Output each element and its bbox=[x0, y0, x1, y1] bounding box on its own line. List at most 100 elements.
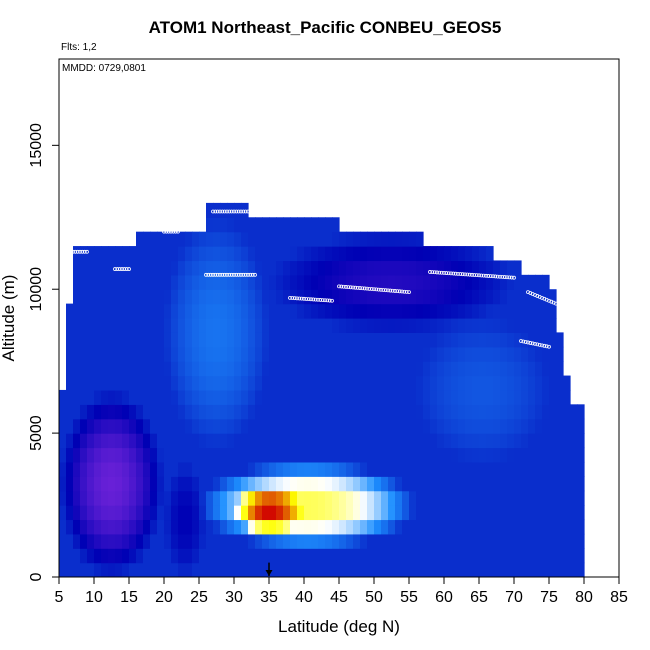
heatmap-cell bbox=[185, 418, 193, 434]
heatmap-cell bbox=[325, 375, 333, 391]
heatmap-cell bbox=[430, 303, 438, 319]
heatmap-cell bbox=[276, 332, 284, 348]
heatmap-cell bbox=[248, 361, 256, 377]
heatmap-cell bbox=[507, 505, 515, 521]
heatmap-cell bbox=[402, 260, 410, 276]
heatmap-cell bbox=[409, 461, 417, 477]
heatmap-cell bbox=[164, 447, 172, 463]
flight-track-point bbox=[229, 209, 234, 214]
heatmap-cell bbox=[157, 505, 165, 521]
heatmap-cell bbox=[213, 303, 221, 319]
heatmap-cell bbox=[395, 447, 403, 463]
heatmap-cell bbox=[381, 346, 389, 362]
heatmap-cell bbox=[444, 361, 452, 377]
heatmap-cell bbox=[367, 231, 375, 247]
heatmap-cell bbox=[290, 389, 298, 405]
heatmap-cell bbox=[164, 318, 172, 333]
heatmap-cell bbox=[430, 361, 438, 377]
heatmap-cell bbox=[297, 332, 305, 348]
heatmap-cell bbox=[206, 418, 214, 434]
heatmap-cell bbox=[325, 318, 333, 333]
heatmap-cell bbox=[577, 447, 585, 463]
heatmap-cell bbox=[486, 346, 494, 362]
heatmap-cell bbox=[297, 418, 305, 434]
heatmap-cell bbox=[409, 246, 417, 262]
heatmap-cell bbox=[255, 346, 263, 362]
flight-track-point bbox=[533, 341, 537, 346]
heatmap-cell bbox=[115, 533, 123, 549]
flight-track-point bbox=[215, 272, 220, 277]
heatmap-cell bbox=[129, 519, 137, 535]
heatmap-cell bbox=[479, 490, 487, 506]
heatmap-cell bbox=[430, 418, 438, 434]
heatmap-cell bbox=[234, 217, 242, 233]
heatmap-cell bbox=[108, 246, 116, 262]
heatmap-cell bbox=[241, 375, 249, 391]
x-tick-label: 40 bbox=[295, 589, 313, 606]
heatmap-cell bbox=[178, 332, 186, 348]
heatmap-cell bbox=[318, 389, 326, 405]
heatmap-cell bbox=[269, 476, 277, 492]
heatmap-cell bbox=[157, 303, 165, 319]
heatmap-cell bbox=[115, 490, 123, 506]
heatmap-cell bbox=[493, 418, 501, 434]
heatmap-cell bbox=[241, 332, 249, 348]
heatmap-cell bbox=[493, 505, 501, 521]
heatmap-cell bbox=[311, 375, 319, 391]
heatmap-cell bbox=[115, 289, 123, 305]
heatmap-cell bbox=[136, 389, 144, 405]
heatmap-cell bbox=[514, 375, 522, 391]
heatmap-cell bbox=[535, 505, 543, 521]
heatmap-cell bbox=[472, 361, 480, 377]
heatmap-cell bbox=[332, 361, 340, 377]
heatmap-cell bbox=[521, 274, 529, 290]
heatmap-cell bbox=[486, 461, 494, 477]
heatmap-cell bbox=[241, 533, 249, 549]
heatmap-cell bbox=[493, 490, 501, 506]
heatmap-cell bbox=[346, 505, 354, 521]
heatmap-cell bbox=[192, 505, 200, 521]
heatmap-cell bbox=[360, 548, 368, 564]
heatmap-cell bbox=[416, 447, 424, 463]
heatmap-cell bbox=[73, 404, 81, 420]
heatmap-cell bbox=[213, 533, 221, 549]
flight-track-point bbox=[250, 272, 255, 277]
heatmap-cell bbox=[339, 332, 347, 348]
heatmap-cell bbox=[80, 461, 88, 477]
heatmap-cell bbox=[409, 361, 417, 377]
heatmap-cell bbox=[157, 361, 165, 377]
heatmap-cell bbox=[437, 389, 445, 405]
heatmap-cell bbox=[311, 433, 319, 449]
heatmap-cell bbox=[381, 260, 389, 276]
heatmap-cell bbox=[164, 260, 172, 276]
heatmap-cell bbox=[458, 519, 466, 535]
heatmap-cell bbox=[304, 433, 312, 449]
heatmap-cell bbox=[171, 318, 179, 333]
heatmap-cell bbox=[472, 375, 480, 391]
heatmap-cell bbox=[493, 318, 501, 333]
heatmap-cell bbox=[416, 418, 424, 434]
heatmap-cell bbox=[570, 490, 578, 506]
flight-track-point bbox=[449, 271, 453, 276]
heatmap-cell bbox=[388, 519, 396, 535]
heatmap-cell bbox=[437, 361, 445, 377]
heatmap-cell bbox=[465, 389, 473, 405]
heatmap-cell bbox=[500, 461, 508, 477]
heatmap-cell bbox=[458, 418, 466, 434]
heatmap-cell bbox=[192, 260, 200, 276]
heatmap-cell bbox=[304, 562, 312, 577]
heatmap-cell bbox=[94, 418, 102, 434]
heatmap-cell bbox=[220, 260, 228, 276]
heatmap-cell bbox=[227, 217, 235, 233]
heatmap-cell bbox=[206, 562, 214, 577]
heatmap-cell bbox=[458, 404, 466, 420]
heatmap-cell bbox=[409, 318, 417, 333]
heatmap-cell bbox=[374, 318, 382, 333]
heatmap-cell bbox=[577, 548, 585, 564]
heatmap-cell bbox=[402, 318, 410, 333]
heatmap-cell bbox=[332, 231, 340, 247]
heatmap-cell bbox=[444, 318, 452, 333]
heatmap-cell bbox=[374, 461, 382, 477]
heatmap-cell bbox=[458, 318, 466, 333]
heatmap-cell bbox=[563, 519, 571, 535]
